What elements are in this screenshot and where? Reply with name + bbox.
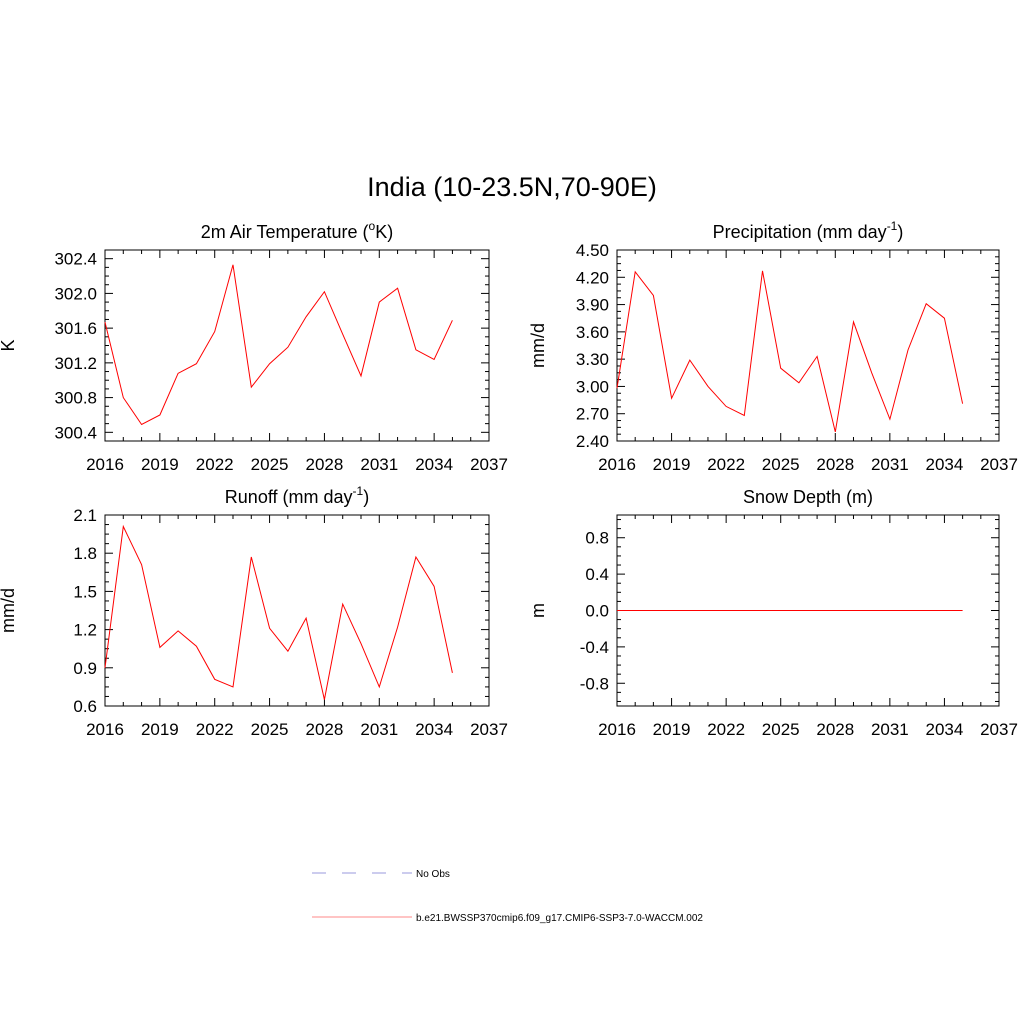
y-tick-label: 300.8	[54, 389, 97, 408]
x-tick-label: 2037	[980, 455, 1018, 474]
panel-title: 2m Air Temperature (oK)	[201, 219, 393, 242]
y-tick-label: 301.6	[54, 319, 97, 338]
y-tick-label: -0.4	[580, 638, 609, 657]
y-axis-label: m	[528, 603, 548, 618]
y-tick-label: 302.4	[54, 250, 97, 269]
panel-title-main: Precipitation (mm day	[713, 222, 887, 242]
series-line	[104, 524, 453, 700]
x-tick-label: 2022	[707, 455, 745, 474]
x-tick-label: 2034	[415, 720, 453, 739]
panel-title: Precipitation (mm day-1)	[713, 219, 904, 242]
figure-title: India (10-23.5N,70-90E)	[367, 172, 657, 202]
x-tick-label: 2031	[360, 455, 398, 474]
x-tick-label: 2022	[707, 720, 745, 739]
y-tick-label: 1.2	[73, 621, 97, 640]
y-tick-label: 1.5	[73, 582, 97, 601]
plot-frame	[104, 514, 490, 707]
x-tick-label: 2019	[141, 720, 179, 739]
x-tick-label: 2037	[470, 720, 508, 739]
x-tick-label: 2022	[196, 455, 234, 474]
y-tick-label: 3.30	[576, 350, 609, 369]
x-tick-label: 2025	[762, 455, 800, 474]
x-tick-label: 2031	[871, 720, 909, 739]
x-tick-label: 2019	[653, 455, 691, 474]
y-tick-label: 0.0	[585, 602, 609, 621]
y-tick-label: 2.40	[576, 432, 609, 451]
x-tick-label: 2016	[598, 455, 636, 474]
panel-title-superscript: -1	[887, 219, 898, 233]
y-tick-label: 0.8	[585, 529, 609, 548]
y-tick-label: 1.8	[73, 544, 97, 563]
x-tick-label: 2022	[196, 720, 234, 739]
y-tick-label: -0.8	[580, 674, 609, 693]
panel-air-temperature: 2m Air Temperature (oK) 2016 2019 2022 2025 2…	[0, 219, 508, 474]
x-tick-label: 2034	[415, 455, 453, 474]
x-tick-label: 2016	[86, 720, 124, 739]
y-tick-label: 3.90	[576, 296, 609, 315]
x-tick-label: 2028	[306, 455, 344, 474]
y-axis-label: K	[0, 339, 18, 351]
y-tick-label: 4.20	[576, 268, 609, 287]
x-tick-label: 2037	[470, 455, 508, 474]
panel-title-main: Runoff (mm day	[225, 487, 353, 507]
panel-title-end: )	[363, 487, 369, 507]
panel-title-main: Snow Depth (m)	[743, 487, 873, 507]
x-tick-label: 2028	[306, 720, 344, 739]
y-tick-label: 300.4	[54, 423, 97, 442]
y-tick-label: 0.4	[585, 565, 609, 584]
y-axis-label: mm/d	[0, 588, 18, 633]
y-tick-label: 2.70	[576, 405, 609, 424]
x-tick-label: 2016	[86, 455, 124, 474]
panel-title-end: )	[897, 222, 903, 242]
x-tick-label: 2019	[653, 720, 691, 739]
y-tick-label: 3.00	[576, 377, 609, 396]
panel-title-end: K)	[375, 222, 393, 242]
series-line	[104, 264, 453, 426]
panel-runoff: Runoff (mm day-1) 2016 2019 2022 2025 2028 203…	[0, 484, 508, 739]
y-tick-label: 3.60	[576, 323, 609, 342]
x-tick-label: 2037	[980, 720, 1018, 739]
x-tick-label: 2028	[816, 720, 854, 739]
panel-snow-depth: Snow Depth (m) 2016 2019 2022 2025 2028 2031 20…	[528, 487, 1018, 739]
x-tick-label: 2031	[360, 720, 398, 739]
y-tick-label: 4.50	[576, 241, 609, 260]
plot-frame	[104, 249, 490, 442]
legend-label: No Obs	[416, 869, 450, 880]
panel-precipitation: Precipitation (mm day-1) 2016 2019 2022 2025…	[528, 219, 1018, 474]
x-tick-label: 2019	[141, 455, 179, 474]
y-tick-label: 301.2	[54, 354, 97, 373]
y-tick-label: 0.6	[73, 697, 97, 716]
x-tick-label: 2034	[926, 720, 964, 739]
panel-title-superscript: -1	[353, 484, 364, 498]
x-tick-label: 2025	[251, 720, 289, 739]
y-tick-label: 0.9	[73, 659, 97, 678]
panel-title: Runoff (mm day-1)	[225, 484, 369, 507]
plot-frame	[616, 249, 1000, 442]
x-tick-label: 2025	[762, 720, 800, 739]
x-tick-label: 2031	[871, 455, 909, 474]
legend: No Obs b.e21.BWSSP370cmip6.f09_g17.CMIP6-…	[312, 869, 703, 924]
x-tick-label: 2016	[598, 720, 636, 739]
panel-title: Snow Depth (m)	[743, 487, 873, 507]
y-tick-label: 2.1	[73, 506, 97, 525]
x-tick-label: 2025	[251, 455, 289, 474]
x-tick-label: 2028	[816, 455, 854, 474]
y-axis-label: mm/d	[528, 323, 548, 368]
x-tick-label: 2034	[926, 455, 964, 474]
panel-title-main: 2m Air Temperature (	[201, 222, 369, 242]
legend-label: b.e21.BWSSP370cmip6.f09_g17.CMIP6-SSP3-7…	[416, 913, 703, 924]
series-line	[616, 270, 964, 433]
panel-title-superscript: o	[369, 219, 376, 233]
y-tick-label: 302.0	[54, 284, 97, 303]
